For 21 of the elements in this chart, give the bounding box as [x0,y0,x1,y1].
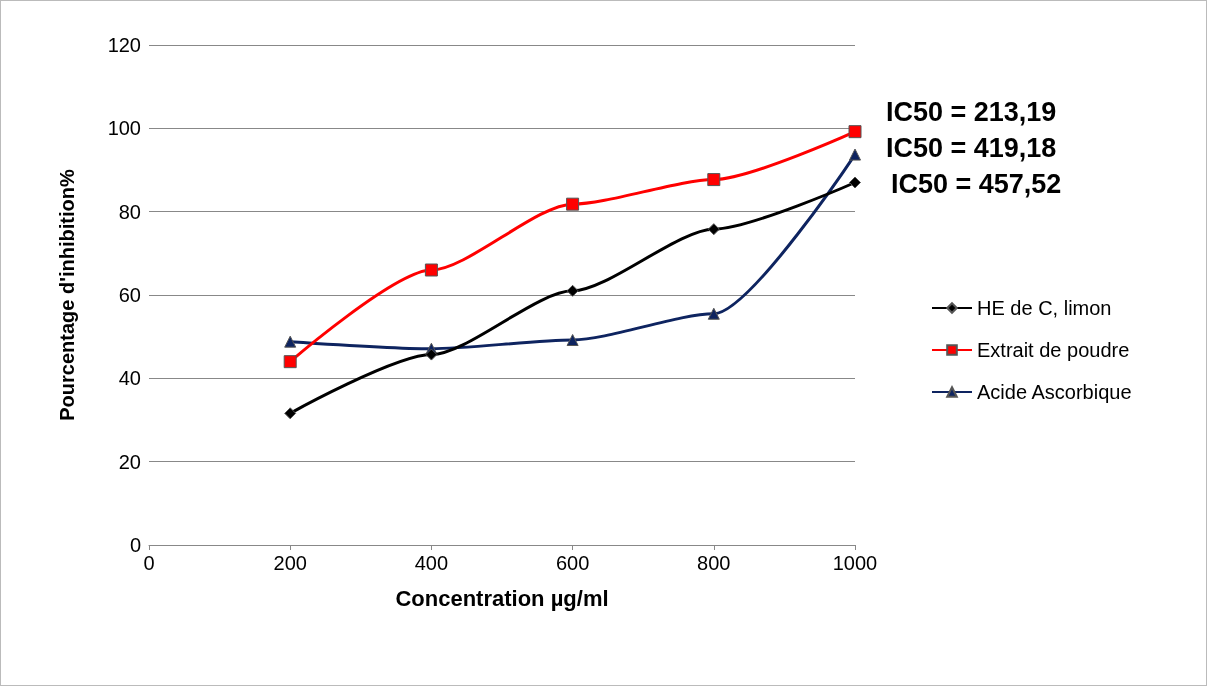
legend-label: HE de C, limon [977,297,1112,319]
y-tick-label: 100 [107,117,141,140]
text: IC50 = 419,18 [886,132,1057,163]
y-tick-label: 40 [118,367,141,390]
x-tick-label: 400 [414,552,449,574]
legend-label: Extrait de poudre [977,339,1130,361]
x-tick-label: 200 [273,552,307,574]
y-tick-label: 120 [107,34,141,56]
y-tick-label: 20 [118,450,141,473]
x-tick-label: 600 [555,552,590,574]
x-tick-label: 800 [697,552,731,574]
x-tick-label: 1000 [832,552,878,574]
text: IC50 = 213,19 [886,96,1057,127]
y-axis-title: Pourcentage d'inhibition% [56,169,78,421]
y-tick-label: 0 [129,534,141,556]
legend-label: Acide Ascorbique [977,381,1132,403]
y-tick-label: 80 [118,200,141,223]
y-tick-label: 60 [118,284,141,306]
x-tick-label: 0 [143,552,155,574]
x-axis-title: Concentration µg/ml [395,585,609,611]
text: IC50 = 457,52 [891,168,1062,199]
